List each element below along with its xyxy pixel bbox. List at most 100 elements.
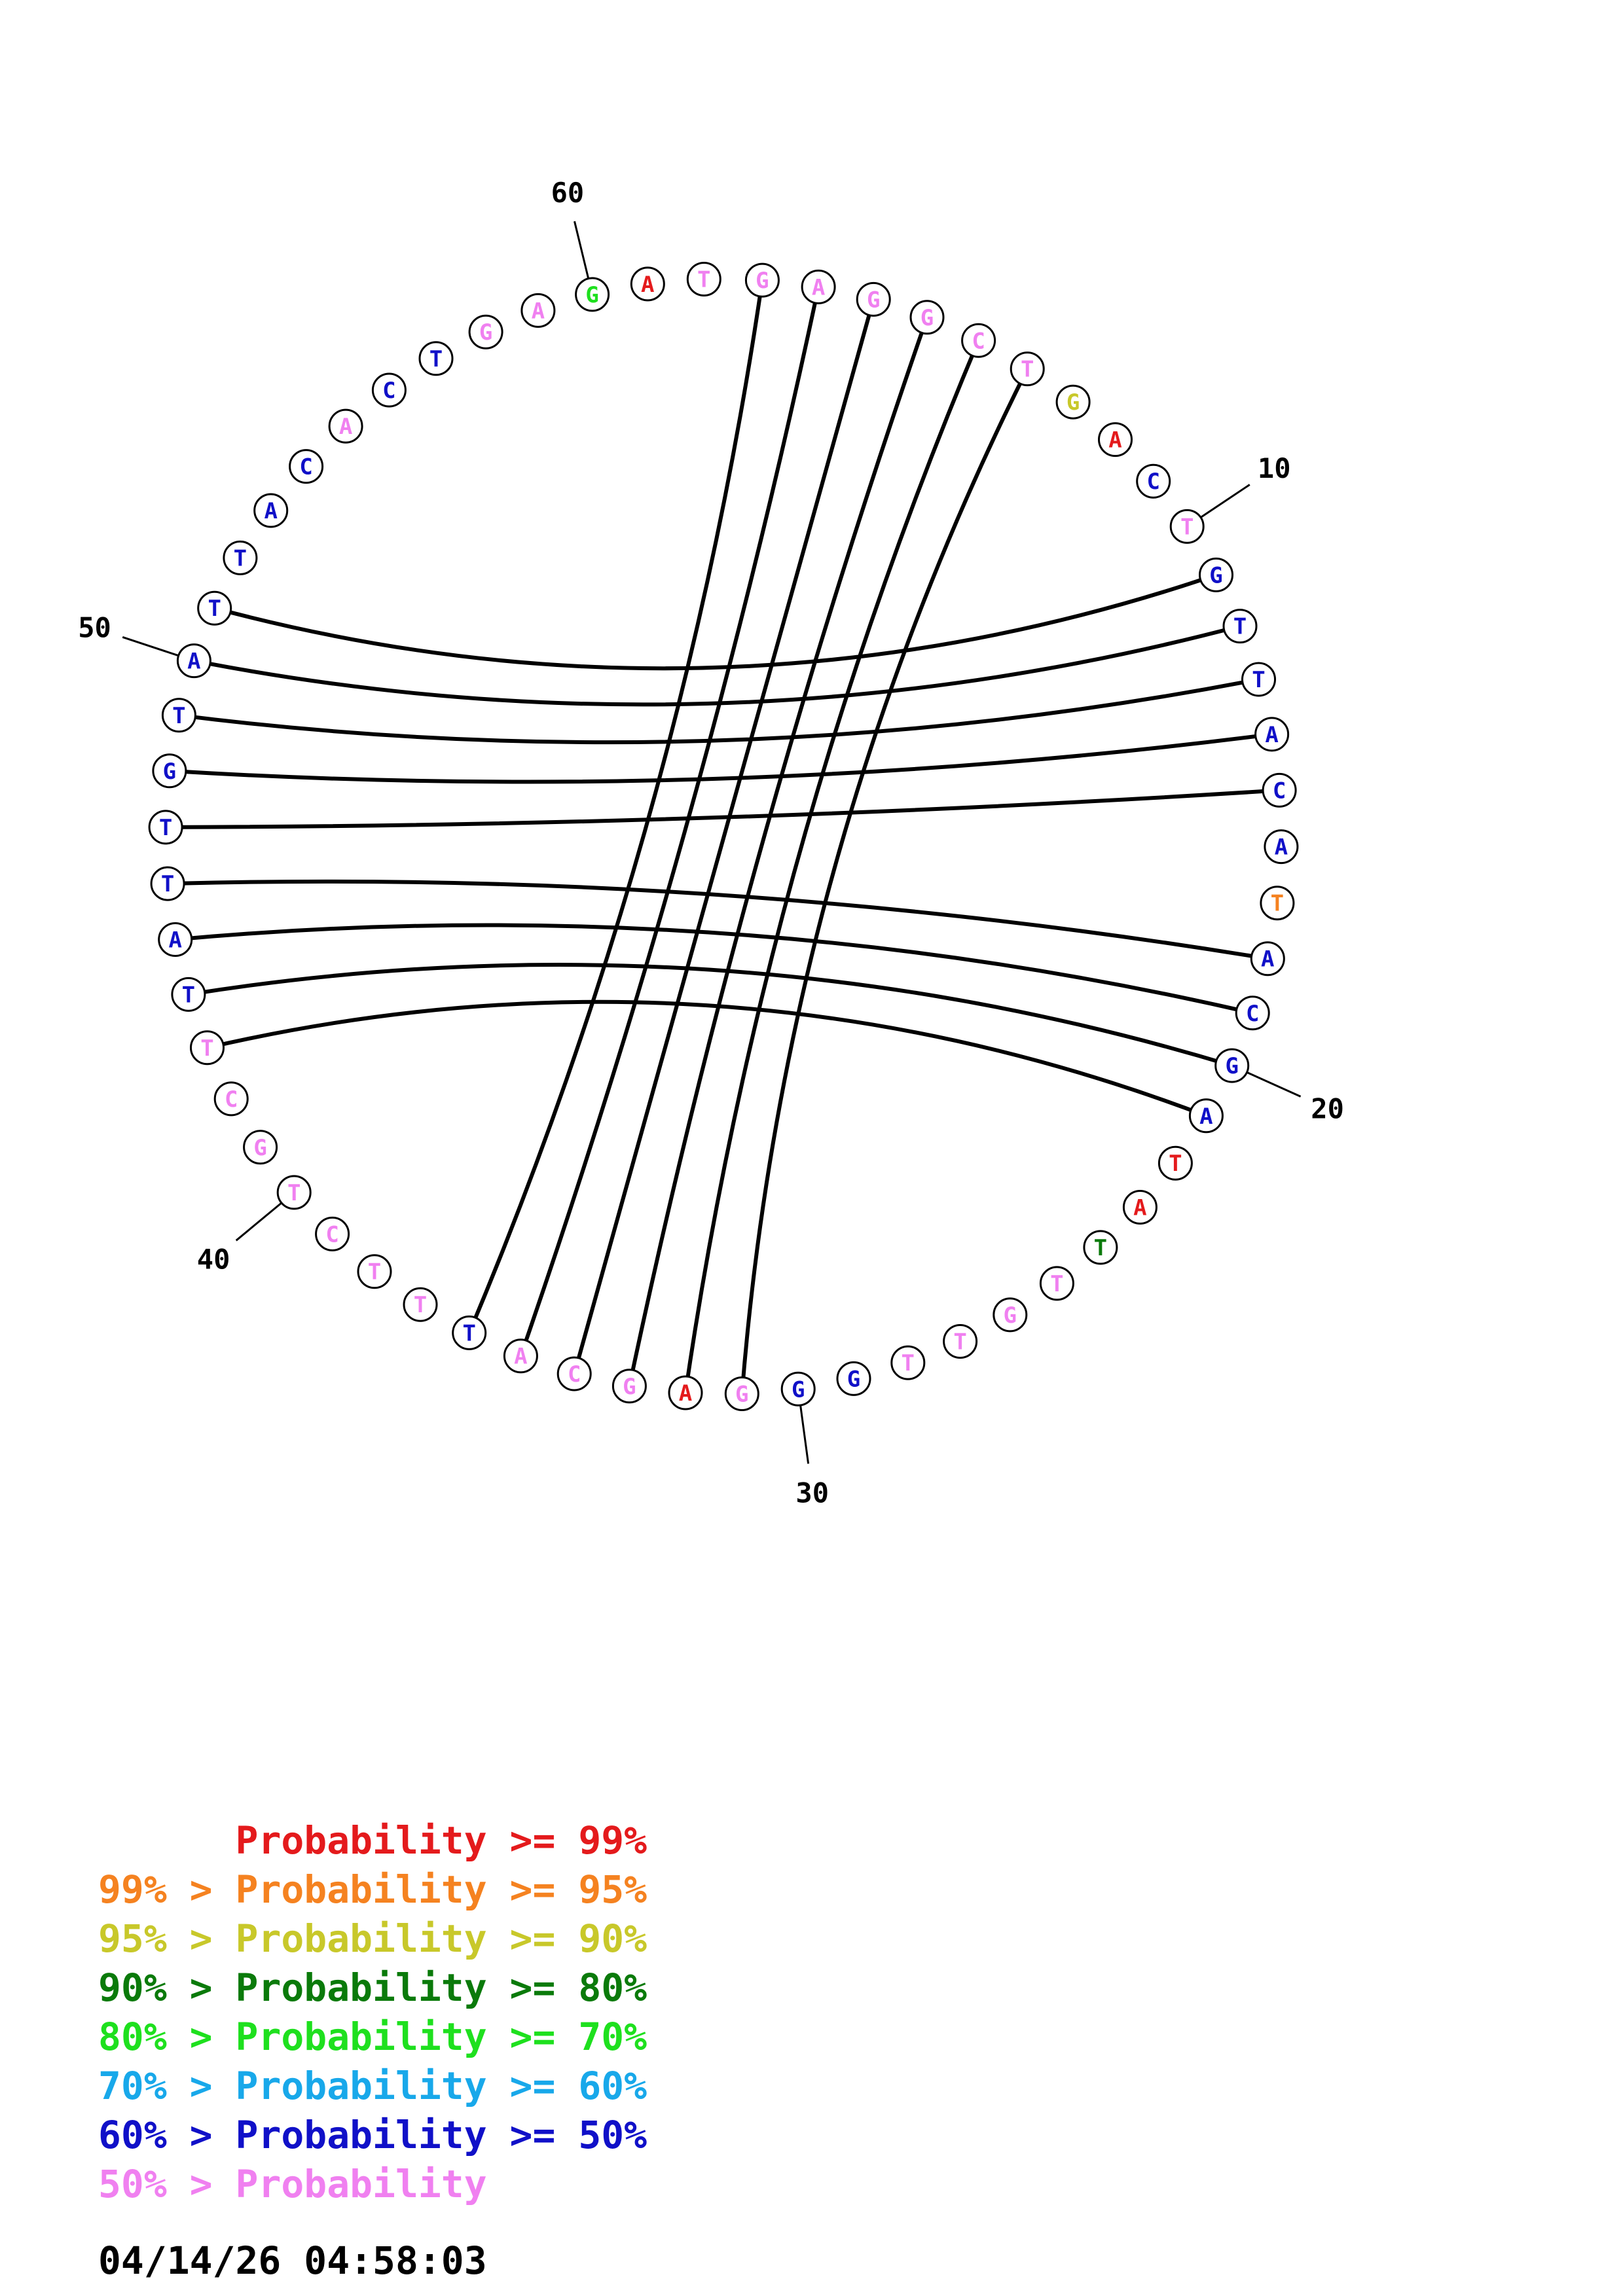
nucleotide-letter: A bbox=[1133, 1195, 1146, 1221]
nucleotide-letter: C bbox=[1246, 1001, 1259, 1027]
legend-suffix: >= 99% bbox=[486, 1818, 647, 1863]
nucleotide-letter: G bbox=[867, 287, 880, 313]
index-tick-line bbox=[1246, 1071, 1302, 1098]
nucleotide-circle bbox=[993, 1297, 1028, 1333]
nucleotide-letter: G bbox=[792, 1376, 805, 1403]
base-pair-arc bbox=[193, 624, 1241, 707]
index-tick-line bbox=[574, 221, 590, 279]
nucleotide: A bbox=[1122, 1190, 1158, 1225]
nucleotide-letter: T bbox=[200, 1035, 213, 1062]
nucleotide-letter: A bbox=[679, 1380, 692, 1407]
base-pair-arc bbox=[627, 316, 929, 1387]
nucleotide: T bbox=[197, 590, 232, 626]
base-pair-arc bbox=[740, 368, 1029, 1394]
nucleotide-circle bbox=[1254, 717, 1290, 752]
legend-prefix: 90% > bbox=[98, 1965, 213, 2010]
nucleotide-circle bbox=[1264, 829, 1299, 865]
nucleotide: G bbox=[1214, 1048, 1250, 1083]
index-label: 50 bbox=[78, 612, 111, 644]
nucleotide-circle bbox=[1083, 1230, 1118, 1265]
nucleotide-circle bbox=[452, 1315, 487, 1350]
base-pair-arc bbox=[179, 677, 1260, 745]
legend-prefix: 80% > bbox=[98, 2015, 213, 2059]
nucleotide: A bbox=[176, 643, 211, 679]
legend-suffix: >= 80% bbox=[486, 1965, 647, 2010]
nucleotide: G bbox=[575, 277, 610, 312]
nucleotide: T bbox=[1222, 609, 1258, 644]
nucleotide-circle bbox=[150, 866, 185, 901]
legend-suffix: >= 90% bbox=[486, 1916, 647, 1961]
legend-suffix: >= 50% bbox=[486, 2113, 647, 2157]
nucleotide-letter: T bbox=[172, 703, 185, 729]
nucleotide-circle bbox=[1199, 557, 1233, 592]
nucleotide-letter: G bbox=[847, 1366, 860, 1392]
base-pair-arc bbox=[519, 286, 821, 1357]
legend-prefix: 60% > bbox=[98, 2113, 213, 2157]
nucleotide-circle bbox=[328, 408, 363, 444]
nucleotide-letter: T bbox=[1271, 891, 1284, 917]
nucleotide: T bbox=[452, 1315, 487, 1350]
base-pair-arc bbox=[175, 923, 1253, 1015]
nucleotide: A bbox=[1098, 422, 1133, 457]
base-pair-arc bbox=[213, 573, 1217, 671]
nucleotide-letter: A bbox=[641, 272, 654, 298]
nucleotide: A bbox=[1254, 717, 1290, 752]
nucleotide-letter: A bbox=[514, 1344, 527, 1370]
nucleotide: G bbox=[780, 1371, 816, 1407]
legend-label: Probability bbox=[212, 1867, 487, 1912]
nucleotide: T bbox=[1260, 886, 1295, 921]
nucleotide-circle bbox=[158, 922, 193, 957]
legend-row: 80% > Probability >= 70% bbox=[98, 2013, 647, 2062]
nucleotide-circle bbox=[1235, 996, 1270, 1031]
nucleotide: C bbox=[371, 372, 407, 408]
nucleotide-letter: G bbox=[1067, 389, 1080, 416]
nucleotide: G bbox=[1055, 384, 1091, 420]
nucleotide: T bbox=[1039, 1266, 1074, 1301]
nucleotide: G bbox=[836, 1361, 871, 1396]
nucleotide-circle bbox=[371, 372, 407, 408]
legend-prefix: 70% > bbox=[98, 2064, 213, 2108]
index-label: 40 bbox=[197, 1244, 230, 1276]
nucleotide-letter: G bbox=[1225, 1053, 1238, 1079]
nucleotide: T bbox=[171, 977, 206, 1012]
nucleotide-letter: T bbox=[1021, 357, 1034, 383]
nucleotide-letter: C bbox=[325, 1221, 338, 1247]
nucleotide: G bbox=[243, 1130, 278, 1165]
nucleotide: T bbox=[1158, 1145, 1193, 1181]
nucleotide: T bbox=[943, 1324, 978, 1359]
nucleotide: C bbox=[1235, 996, 1270, 1031]
nucleotide: A bbox=[801, 269, 836, 304]
legend-suffix: >= 60% bbox=[486, 2064, 647, 2108]
nucleotide: A bbox=[1250, 941, 1285, 977]
nucleotide: C bbox=[213, 1081, 249, 1117]
nucleotide-circle bbox=[315, 1216, 350, 1251]
nucleotide-circle bbox=[171, 977, 206, 1012]
base-pair-arc bbox=[684, 340, 981, 1393]
nucleotide: T bbox=[403, 1287, 438, 1322]
nucleotide-letter: T bbox=[697, 267, 710, 293]
base-pair-arc bbox=[206, 999, 1207, 1118]
nucleotide-letter: A bbox=[187, 649, 200, 675]
legend-prefix bbox=[98, 1818, 213, 1863]
nucleotide-letter: G bbox=[253, 1135, 266, 1161]
base-pair-arc bbox=[168, 879, 1268, 961]
nucleotide-circle bbox=[152, 753, 187, 789]
nucleotide-letter: C bbox=[382, 378, 395, 404]
legend-label: Probability bbox=[212, 1818, 487, 1863]
nucleotide-circle bbox=[909, 300, 945, 335]
nucleotide-circle bbox=[503, 1338, 538, 1374]
nucleotide: A bbox=[328, 408, 363, 444]
nucleotide-letter: A bbox=[264, 498, 277, 524]
nucleotide-letter: T bbox=[234, 545, 247, 571]
nucleotide-circle bbox=[403, 1287, 438, 1322]
nucleotide-circle bbox=[943, 1324, 978, 1359]
nucleotide: T bbox=[1169, 509, 1205, 544]
nucleotide-letter: T bbox=[368, 1259, 381, 1285]
legend-row: Probability >= 99% bbox=[98, 1816, 647, 1865]
nucleotide-letter: A bbox=[168, 927, 181, 954]
base-pair-arc bbox=[169, 732, 1272, 784]
nucleotide: T bbox=[1010, 351, 1045, 387]
nucleotide: G bbox=[152, 753, 187, 789]
index-tick-line bbox=[235, 1202, 282, 1242]
index-tick-line bbox=[122, 636, 179, 657]
